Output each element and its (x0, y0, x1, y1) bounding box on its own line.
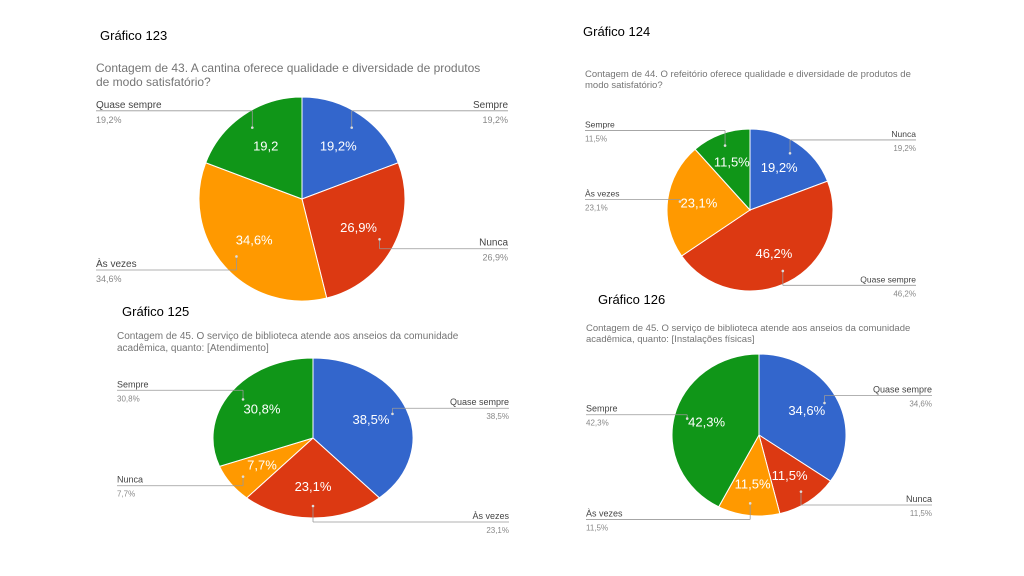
chart-label: Gráfico 125 (122, 304, 190, 319)
callout-value: 34,6% (96, 274, 122, 284)
callout-dot (250, 126, 254, 129)
chart-label: Gráfico 126 (598, 292, 666, 307)
chart-title: Contagem de 45. O serviço de biblioteca … (117, 331, 459, 354)
callout-dot (788, 151, 792, 155)
slice-label: 7,7% (247, 458, 277, 473)
slice-label: 34,6% (236, 232, 273, 247)
callout-name: Às vezes (586, 508, 623, 518)
callout-dot (799, 490, 803, 493)
slice-label: 11,5% (735, 476, 771, 491)
pie-slice (758, 353, 847, 482)
callout-dot (748, 502, 752, 505)
callout-dot (781, 269, 785, 273)
pie-slice (749, 128, 829, 211)
pie-slice (212, 357, 314, 467)
slice-label: 26,9% (340, 220, 377, 235)
callout-dot (241, 475, 245, 478)
callout-value: 46,2% (893, 289, 916, 298)
callout-value: 19,2% (96, 115, 122, 125)
pie-slice (671, 353, 760, 508)
slice-label: 23,1% (680, 195, 717, 210)
chart-label: Gráfico 123 (100, 28, 168, 43)
callout-value: 11,5% (910, 509, 932, 518)
pie-slice (758, 433, 832, 515)
callout-value: 23,1% (486, 526, 509, 535)
callout-name: Às vezes (585, 189, 620, 199)
slice-label: 38,5% (353, 412, 390, 427)
slice-label: 19,2% (320, 138, 357, 153)
slice-label: 11,5% (714, 154, 750, 169)
callout-dot (685, 417, 689, 420)
callout-name: Sempre (473, 100, 508, 111)
pie-slice (198, 162, 328, 302)
slice-label: 23,1% (295, 479, 332, 494)
slice-label: 46,2% (755, 246, 792, 261)
slice-label: 19,2% (761, 160, 798, 175)
pie-slice (301, 162, 406, 299)
pie-slice (205, 96, 303, 200)
callout-name: Sempre (586, 404, 618, 414)
chart-title: Contagem de 44. O refeitório oferece qua… (585, 69, 911, 92)
chart-title: Contagem de 43. A cantina oferece qualid… (96, 61, 481, 90)
pie-slice (694, 128, 751, 212)
pie-slice (312, 357, 414, 499)
callout-name: Sempre (117, 379, 149, 389)
callout-value: 19,2% (482, 115, 508, 125)
pie-slice (680, 180, 834, 292)
callout-value: 19,2% (893, 144, 916, 153)
callout-value: 11,5% (586, 523, 608, 532)
callout-dot (235, 255, 238, 258)
slice-label: 11,5% (772, 468, 808, 483)
callout-value: 34,6% (909, 400, 932, 409)
slice-label: 19,2 (253, 138, 278, 153)
callout-name: Nunca (891, 129, 916, 139)
pie-slice (718, 433, 781, 517)
callout-name: Nunca (117, 475, 143, 485)
callout-name: Nunca (479, 238, 508, 249)
pie-slice (301, 96, 399, 200)
callout-dot (678, 200, 682, 203)
callout-value: 30,8% (117, 394, 140, 403)
pie-slice (666, 148, 751, 257)
callout-name: Sempre (585, 119, 615, 129)
callout-value: 11,5% (585, 134, 607, 143)
callout-name: Quase sempre (873, 385, 932, 395)
callout-name: Quase sempre (450, 397, 509, 407)
slice-label: 30,8% (244, 401, 281, 416)
callout-dot (391, 412, 394, 416)
callout-value: 26,9% (482, 253, 508, 263)
chart-title: Contagem de 45. O serviço de biblioteca … (586, 323, 911, 346)
callout-dot (241, 398, 245, 401)
callout-dot (311, 504, 315, 508)
callout-value: 42,3% (586, 419, 609, 428)
callout-dot (350, 126, 354, 129)
callout-value: 23,1% (585, 204, 608, 213)
callout-name: Às vezes (96, 257, 137, 270)
slice-label: 34,6% (788, 403, 825, 418)
callout-name: Quase sempre (96, 100, 162, 111)
chart-label: Gráfico 124 (583, 24, 651, 39)
callout-dot (378, 237, 381, 241)
callout-name: Nunca (906, 494, 932, 504)
slice-label: 42,3% (688, 414, 725, 429)
callout-name: Às vezes (472, 511, 509, 521)
callout-name: Quase sempre (860, 274, 916, 284)
callout-dot (723, 144, 727, 147)
callout-value: 7,7% (117, 490, 135, 499)
callout-dot (823, 401, 826, 405)
callout-value: 38,5% (486, 412, 509, 421)
